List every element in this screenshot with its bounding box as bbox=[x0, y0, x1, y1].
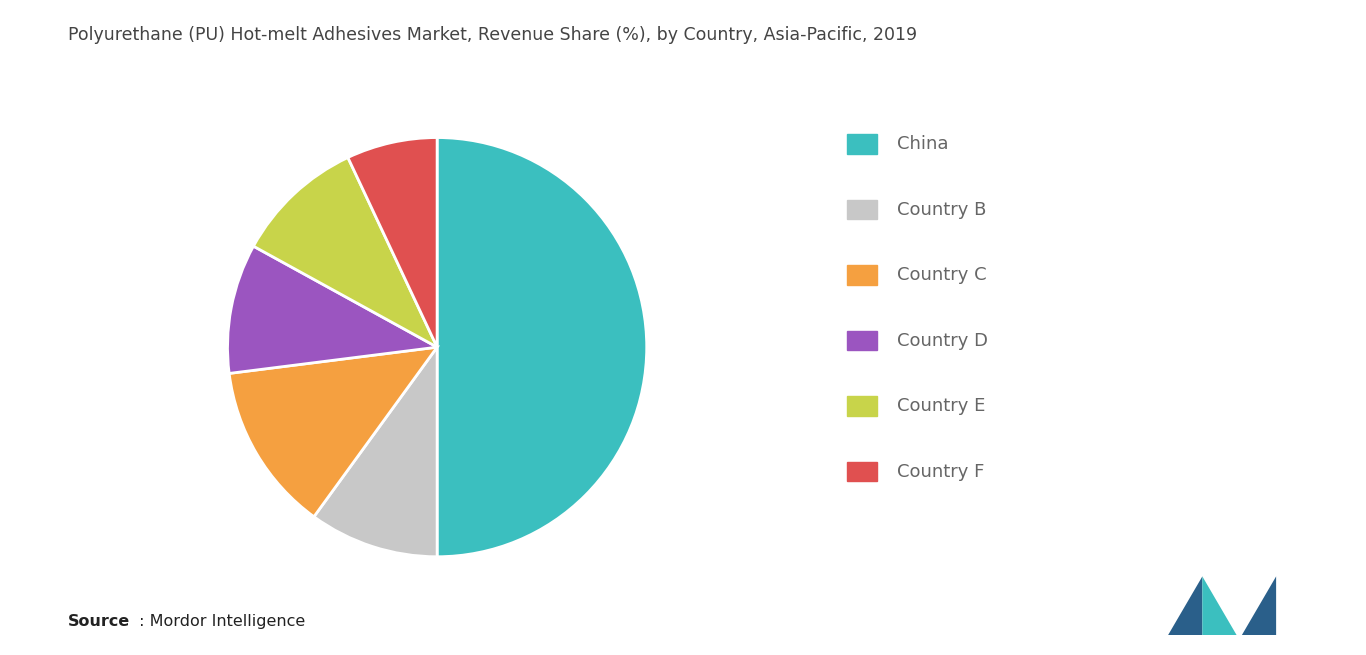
Wedge shape bbox=[314, 347, 437, 557]
Text: Country B: Country B bbox=[897, 200, 986, 219]
Wedge shape bbox=[348, 138, 437, 347]
Text: Country E: Country E bbox=[897, 397, 986, 415]
Text: Country D: Country D bbox=[897, 331, 989, 350]
Polygon shape bbox=[1202, 576, 1236, 635]
Text: Country C: Country C bbox=[897, 266, 988, 284]
Wedge shape bbox=[254, 157, 437, 347]
Wedge shape bbox=[228, 246, 437, 373]
Polygon shape bbox=[1242, 576, 1276, 635]
Text: China: China bbox=[897, 135, 949, 153]
Wedge shape bbox=[229, 347, 437, 517]
Wedge shape bbox=[437, 138, 646, 557]
Text: Polyurethane (PU) Hot-melt Adhesives Market, Revenue Share (%), by Country, Asia: Polyurethane (PU) Hot-melt Adhesives Mar… bbox=[68, 26, 918, 44]
Text: Source: Source bbox=[68, 614, 131, 629]
Text: Country F: Country F bbox=[897, 462, 985, 481]
Text: : Mordor Intelligence: : Mordor Intelligence bbox=[134, 614, 305, 629]
Polygon shape bbox=[1168, 576, 1202, 635]
